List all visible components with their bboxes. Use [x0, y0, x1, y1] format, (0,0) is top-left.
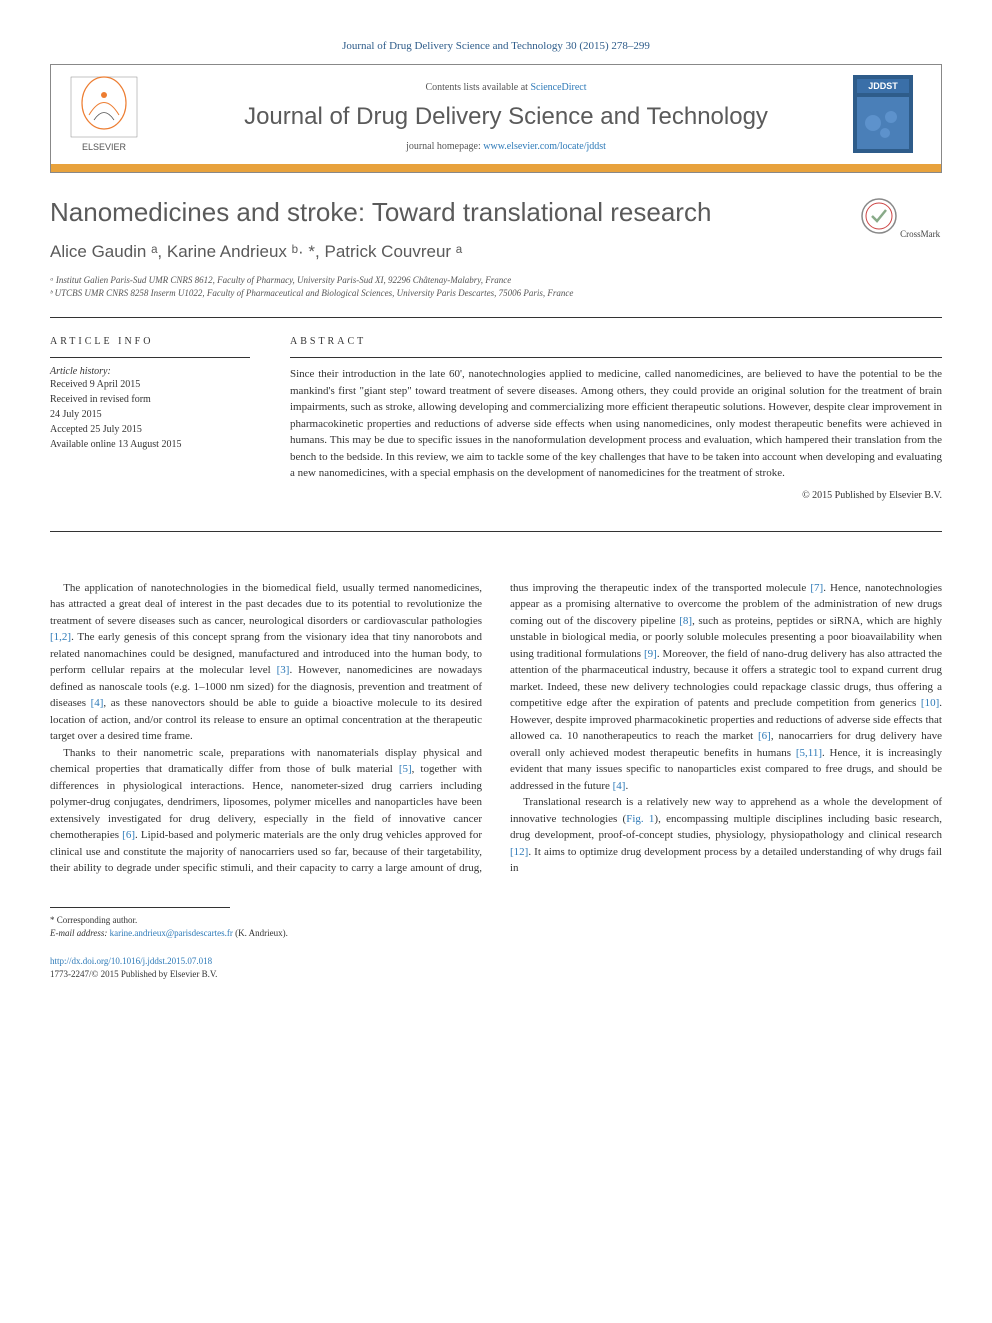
history-revised-label: Received in revised form [50, 392, 250, 407]
affiliation-b: ᵇ UTCBS UMR CNRS 8258 Inserm U1022, Facu… [50, 287, 942, 300]
abstract-label: ABSTRACT [290, 336, 942, 347]
article-title: Nanomedicines and stroke: Toward transla… [50, 197, 858, 228]
history-revised-date: 24 July 2015 [50, 407, 250, 422]
history-label: Article history: [50, 366, 250, 377]
journal-cover-cell: JDDST [853, 75, 923, 158]
journal-header-box: ELSEVIER Contents lists available at Sci… [50, 64, 942, 173]
corresponding-author: * Corresponding author. E-mail address: … [50, 914, 942, 941]
body-paragraph-3: Translational research is a relatively n… [510, 794, 942, 877]
affiliations: ᵃ Institut Galien Paris-Sud UMR CNRS 861… [50, 274, 942, 299]
divider [50, 531, 942, 532]
abstract-text: Since their introduction in the late 60'… [290, 366, 942, 482]
footer-divider [50, 907, 230, 908]
crossmark-badge[interactable]: CrossMark [858, 197, 942, 239]
abstract-column: ABSTRACT Since their introduction in the… [290, 336, 942, 501]
homepage-link[interactable]: www.elsevier.com/locate/jddst [483, 141, 606, 152]
svg-text:JDDST: JDDST [868, 81, 898, 91]
info-divider [50, 357, 250, 358]
email-label: E-mail address: [50, 928, 110, 938]
journal-name: Journal of Drug Delivery Science and Tec… [159, 103, 853, 131]
contents-available-line: Contents lists available at ScienceDirec… [159, 82, 853, 93]
article-info-column: ARTICLE INFO Article history: Received 9… [50, 336, 250, 501]
corresponding-label: * Corresponding author. [50, 914, 942, 928]
article-info-label: ARTICLE INFO [50, 336, 250, 347]
header-accent-bar [51, 164, 941, 172]
sciencedirect-link[interactable]: ScienceDirect [530, 82, 586, 93]
abstract-divider [290, 357, 942, 358]
history-accepted: Accepted 25 July 2015 [50, 422, 250, 437]
affiliation-a: ᵃ Institut Galien Paris-Sud UMR CNRS 861… [50, 274, 942, 287]
svg-text:ELSEVIER: ELSEVIER [82, 142, 127, 152]
elsevier-logo: ELSEVIER [69, 75, 139, 153]
author-list: Alice Gaudin ᵃ, Karine Andrieux ᵇ· *, Pa… [50, 242, 858, 262]
corresponding-email-link[interactable]: karine.andrieux@parisdescartes.fr [110, 928, 233, 938]
body-paragraph-1: The application of nanotechnologies in t… [50, 580, 482, 745]
divider [50, 317, 942, 318]
doi-block: http://dx.doi.org/10.1016/j.jddst.2015.0… [50, 955, 942, 982]
crossmark-icon [860, 197, 898, 235]
history-received: Received 9 April 2015 [50, 377, 250, 392]
body-columns: The application of nanotechnologies in t… [50, 580, 942, 877]
email-suffix: (K. Andrieux). [233, 928, 288, 938]
doi-link[interactable]: http://dx.doi.org/10.1016/j.jddst.2015.0… [50, 956, 212, 966]
publisher-logo-cell: ELSEVIER [69, 75, 159, 158]
abstract-copyright: © 2015 Published by Elsevier B.V. [290, 490, 942, 501]
history-online: Available online 13 August 2015 [50, 437, 250, 452]
journal-cover-thumbnail: JDDST [853, 75, 913, 153]
issn-copyright-line: 1773-2247/© 2015 Published by Elsevier B… [50, 968, 942, 982]
homepage-line: journal homepage: www.elsevier.com/locat… [159, 141, 853, 152]
citation-line: Journal of Drug Delivery Science and Tec… [50, 40, 942, 52]
